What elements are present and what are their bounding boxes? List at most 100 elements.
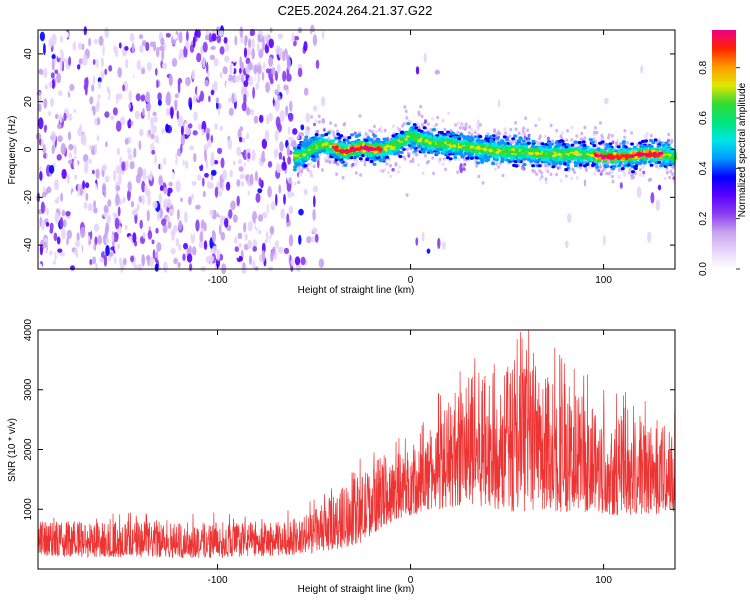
heatmap-cell xyxy=(407,154,411,158)
heatmap-cell xyxy=(125,160,129,170)
heatmap-cell xyxy=(357,151,362,156)
heatmap-cell xyxy=(241,74,244,83)
heatmap-cell xyxy=(243,47,248,58)
heatmap-cell xyxy=(272,246,276,255)
heatmap-cell xyxy=(174,103,178,111)
heatmap-cell xyxy=(92,107,96,116)
heatmap-cell xyxy=(640,156,645,160)
heatmap-cell xyxy=(417,139,422,143)
heatmap-cell xyxy=(243,130,247,136)
heatmap-cell xyxy=(526,137,531,141)
heatmap-cell xyxy=(267,161,273,168)
heatmap-cell xyxy=(346,150,351,154)
colorbar-tick-label: 0.8 xyxy=(698,60,709,74)
heatmap-cell xyxy=(484,134,489,138)
heatmap-cell xyxy=(309,171,312,175)
heatmap-cell xyxy=(442,241,446,250)
heatmap-cell xyxy=(664,155,669,159)
heatmap-cell xyxy=(529,159,534,163)
heatmap-cell xyxy=(72,211,79,221)
heatmap-cell xyxy=(459,132,464,137)
heatmap-cell xyxy=(247,190,250,196)
heatmap-cell xyxy=(590,140,595,144)
heatmap-cell xyxy=(625,155,629,159)
heatmap-cell xyxy=(253,115,259,124)
heatmap-cell xyxy=(160,37,165,46)
heatmap-cell xyxy=(56,123,62,130)
heatmap-cell xyxy=(405,193,409,197)
heatmap-cell xyxy=(232,172,235,185)
heatmap-cell xyxy=(312,164,316,169)
heatmap-cell xyxy=(278,152,283,161)
heatmap-cell xyxy=(647,231,652,243)
heatmap-cell xyxy=(203,144,209,152)
heatmap-cell xyxy=(171,57,178,67)
heatmap-cell xyxy=(68,56,72,66)
colorbar-gradient xyxy=(712,30,736,269)
heatmap-cell xyxy=(204,172,209,178)
heatmap-cell xyxy=(135,93,141,102)
heatmap-cell xyxy=(137,166,143,178)
heatmap-cell xyxy=(82,180,86,190)
heatmap-cell xyxy=(544,177,548,181)
heatmap-cell xyxy=(503,127,507,131)
heatmap-cell xyxy=(102,44,105,57)
heatmap-cell xyxy=(68,144,74,150)
heatmap-cell xyxy=(186,30,189,42)
heatmap-cell xyxy=(470,152,474,156)
heatmap-cell xyxy=(251,149,256,162)
heatmap-cell xyxy=(38,103,42,112)
heatmap-cell xyxy=(107,104,111,112)
chart-title: C2E5.2024.264.21.37.G22 xyxy=(278,3,433,18)
heatmap-cell xyxy=(669,140,673,145)
heatmap-cell xyxy=(368,128,372,133)
heatmap-cell xyxy=(274,99,281,112)
heatmap-cell xyxy=(593,130,596,135)
heatmap-cell xyxy=(49,250,53,256)
heatmap-cell xyxy=(252,246,257,252)
heatmap-cell xyxy=(180,125,184,136)
heatmap-cell xyxy=(560,150,565,154)
heatmap-cell xyxy=(631,147,636,151)
heatmap-cell xyxy=(276,63,281,74)
heatmap-cell xyxy=(421,144,426,149)
heatmap-cell xyxy=(225,181,231,191)
heatmap-cell xyxy=(551,165,556,169)
heatmap-cell xyxy=(353,131,357,136)
heatmap-cell xyxy=(147,109,151,121)
heatmap-cell xyxy=(456,170,460,174)
heatmap-cell xyxy=(363,162,367,167)
heatmap-cell xyxy=(312,145,317,149)
heatmap-cell xyxy=(178,220,183,231)
heatmap-cell xyxy=(165,123,170,133)
heatmap-cell xyxy=(650,192,655,204)
heatmap-cell xyxy=(369,138,374,142)
heatmap-cell xyxy=(464,126,468,130)
heatmap-cell xyxy=(548,155,553,159)
heatmap-cell xyxy=(517,131,521,135)
heatmap-cell xyxy=(541,157,546,161)
heatmap-cell xyxy=(583,125,587,130)
heatmap-cell xyxy=(269,225,275,235)
heatmap-cell xyxy=(56,154,62,161)
heatmap-cell xyxy=(334,136,339,140)
heatmap-cell xyxy=(444,167,448,172)
heatmap-cell xyxy=(117,206,121,217)
heatmap-cell xyxy=(381,140,386,144)
heatmap-cell xyxy=(486,158,491,162)
heatmap-cell xyxy=(317,142,322,146)
heatmap-cell xyxy=(470,145,474,149)
heatmap-cell xyxy=(130,200,135,208)
heatmap-cell xyxy=(155,46,160,58)
heatmap-cell xyxy=(615,154,620,158)
heatmap-cell xyxy=(87,203,93,212)
heatmap-cell xyxy=(63,219,67,228)
heatmap-cell xyxy=(301,147,306,151)
heatmap-cell xyxy=(105,222,110,234)
heatmap-cell xyxy=(567,213,572,223)
heatmap-cell xyxy=(367,146,372,150)
heatmap-cell xyxy=(46,207,49,216)
heatmap-cell xyxy=(643,152,648,156)
heatmap-cell xyxy=(669,155,674,159)
heatmap-cell xyxy=(203,222,207,232)
